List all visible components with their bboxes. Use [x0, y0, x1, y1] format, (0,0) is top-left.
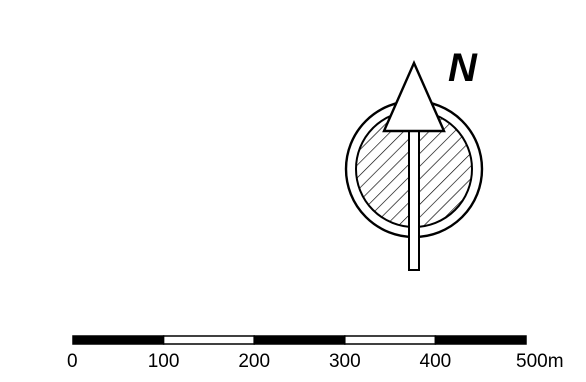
- scale-tick-label: 0: [67, 351, 78, 372]
- scale-bar-ticks: 0 100 200 300 400 500m: [67, 351, 564, 372]
- scale-bar-segments: [72, 335, 527, 345]
- scale-segment-1: [72, 335, 165, 345]
- north-label: N: [448, 46, 478, 90]
- scale-segment-3: [253, 335, 346, 345]
- arrow-head: [382, 60, 446, 133]
- scale-bar: 0 100 200 300 400 500m: [67, 335, 564, 372]
- scale-tick-label: 500m: [516, 351, 564, 372]
- scale-tick-label: 300: [329, 351, 361, 372]
- scale-tick-label: 200: [238, 351, 270, 372]
- scale-segment-5: [434, 335, 527, 345]
- scale-segment-2: [162, 335, 255, 345]
- north-arrow-icon: [344, 60, 484, 271]
- scale-tick-label: 400: [420, 351, 452, 372]
- scale-segment-4: [344, 335, 437, 345]
- scale-tick-label: 100: [148, 351, 180, 372]
- arrow-shaft: [408, 129, 420, 271]
